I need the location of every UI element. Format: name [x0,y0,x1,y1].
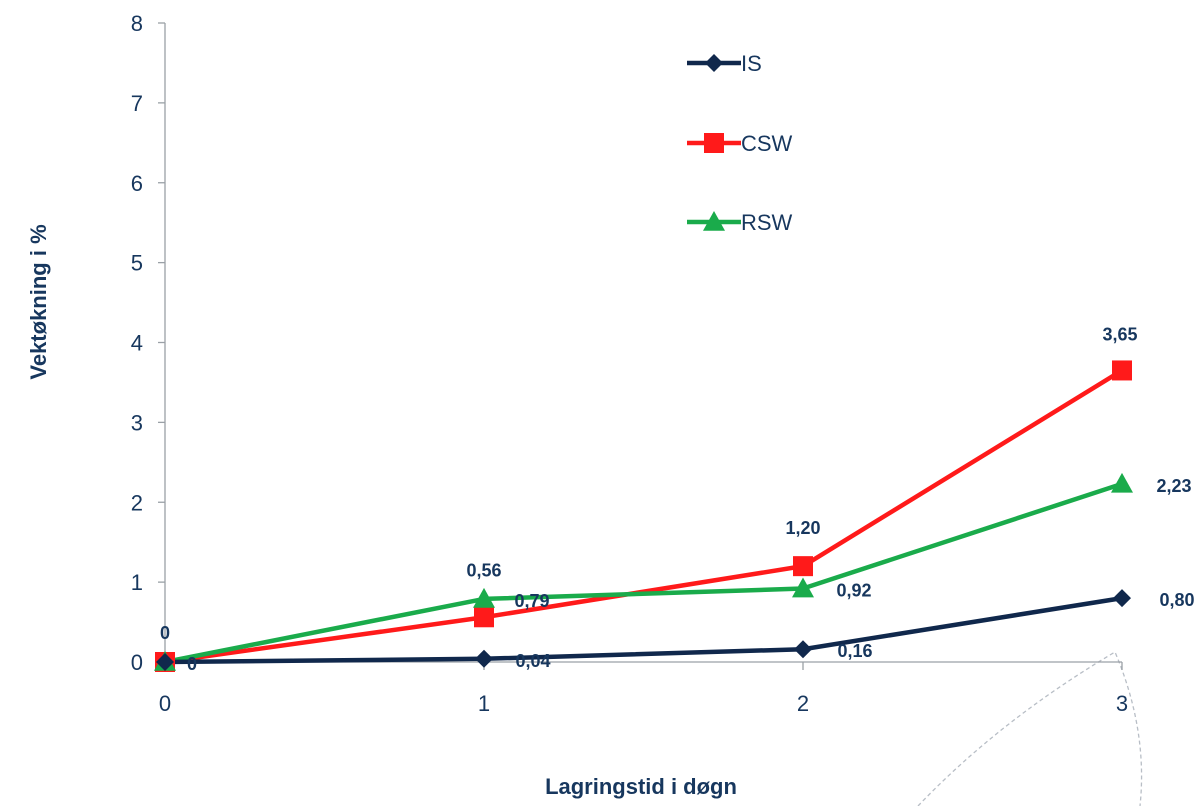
x-axis-title: Lagringstid i døgn [545,774,737,799]
y-tick-label: 5 [131,251,143,276]
series-line-is [162,595,1125,665]
data-label-is: 0 [187,654,197,674]
data-point-rsw [792,577,814,598]
x-tick-label: 1 [478,691,490,716]
data-label-rsw: 0,92 [836,581,871,601]
x-tick-label: 0 [159,691,171,716]
data-point-is [1113,589,1131,608]
data-point-is [156,653,174,671]
x-tick-label: 3 [1116,691,1128,716]
y-tick-label: 4 [131,331,143,356]
y-tick-label: 8 [131,11,143,36]
series-lines [162,368,1125,665]
x-tick-label: 2 [797,691,809,716]
data-point-rsw [1111,472,1133,493]
data-point-is [794,640,812,659]
y-tick-label: 0 [131,650,143,675]
series-markers [154,360,1133,672]
axes: 0 1 2 3 4 5 6 7 8 0 1 2 3 [131,11,1128,716]
data-label-rsw: 2,23 [1156,476,1191,496]
data-label-is: 0,04 [515,651,550,671]
legend-marker-csw [704,133,724,153]
data-label-csw: 1,20 [785,518,820,538]
series-line-csw [162,368,1125,665]
y-axis-title: Vektøkning i % [26,224,51,379]
data-point-csw [474,607,494,628]
y-tick-label: 7 [131,91,143,116]
y-tick-label: 3 [131,410,143,435]
legend: IS CSW RSW [687,51,793,235]
data-point-csw [793,556,813,577]
data-label-csw: 0,56 [466,560,501,580]
data-label-is: 0,80 [1159,590,1194,610]
legend-label-is: IS [741,51,762,76]
data-point-rsw [473,587,495,608]
series-line-rsw [162,481,1125,665]
decorative-arc [917,651,1143,806]
legend-marker-is [705,54,723,72]
data-labels: 0 0,04 0,16 0,80 0 0,56 1,20 3,65 0,79 0,92 2,23 [160,324,1195,674]
y-tick-label: 6 [131,171,143,196]
data-label-csw: 3,65 [1102,324,1137,344]
data-point-is [475,649,493,668]
y-tick-label: 1 [131,570,143,595]
legend-label-rsw: RSW [741,210,793,235]
y-tick-label: 2 [131,490,143,515]
data-label-csw: 0 [160,623,170,643]
data-point-csw [1112,360,1132,381]
legend-marker-rsw [703,211,725,231]
decorative-dashed-arc [917,651,1143,806]
data-label-rsw: 0,79 [514,591,549,611]
data-label-is: 0,16 [837,641,872,661]
legend-label-csw: CSW [741,131,793,156]
